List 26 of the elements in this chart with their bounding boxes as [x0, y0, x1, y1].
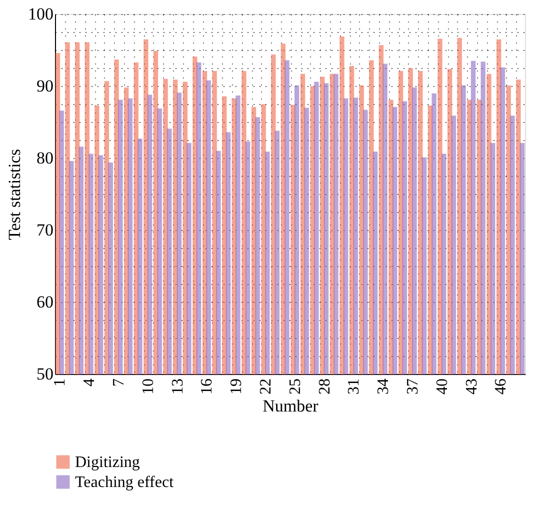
x-tick-label: 31 — [346, 378, 363, 394]
legend-label: Teaching effect — [75, 474, 174, 491]
x-tick-label: 10 — [140, 378, 157, 394]
x-tick-label: 19 — [228, 378, 246, 394]
y-tick-label: 50 — [36, 364, 54, 384]
y-tick-label: 80 — [36, 148, 54, 168]
x-tick-label: 40 — [434, 378, 451, 394]
x-axis-title: Number — [262, 396, 319, 416]
x-tick-label: 34 — [375, 378, 392, 394]
y-tick-label: 100 — [28, 4, 54, 24]
x-tick-label: 28 — [316, 378, 334, 394]
x-tick-label: 4 — [81, 378, 98, 386]
x-tick-label: 37 — [404, 378, 422, 394]
y-tick-label: 90 — [36, 76, 54, 96]
y-tick-label: 70 — [36, 220, 54, 240]
y-tick-label: 60 — [36, 292, 54, 312]
legend-label: Digitizing — [75, 454, 140, 471]
x-tick-label: 22 — [257, 378, 274, 394]
y-axis-title: Test statistics — [5, 149, 24, 240]
x-tick-label: 1 — [52, 378, 69, 386]
x-tick-label: 25 — [286, 378, 304, 394]
x-tick-label: 43 — [463, 378, 480, 394]
x-tick-label: 7 — [110, 378, 128, 386]
x-tick-label: 46 — [492, 378, 510, 394]
x-tick-label: 13 — [169, 378, 186, 394]
x-tick-label: 16 — [198, 378, 216, 394]
